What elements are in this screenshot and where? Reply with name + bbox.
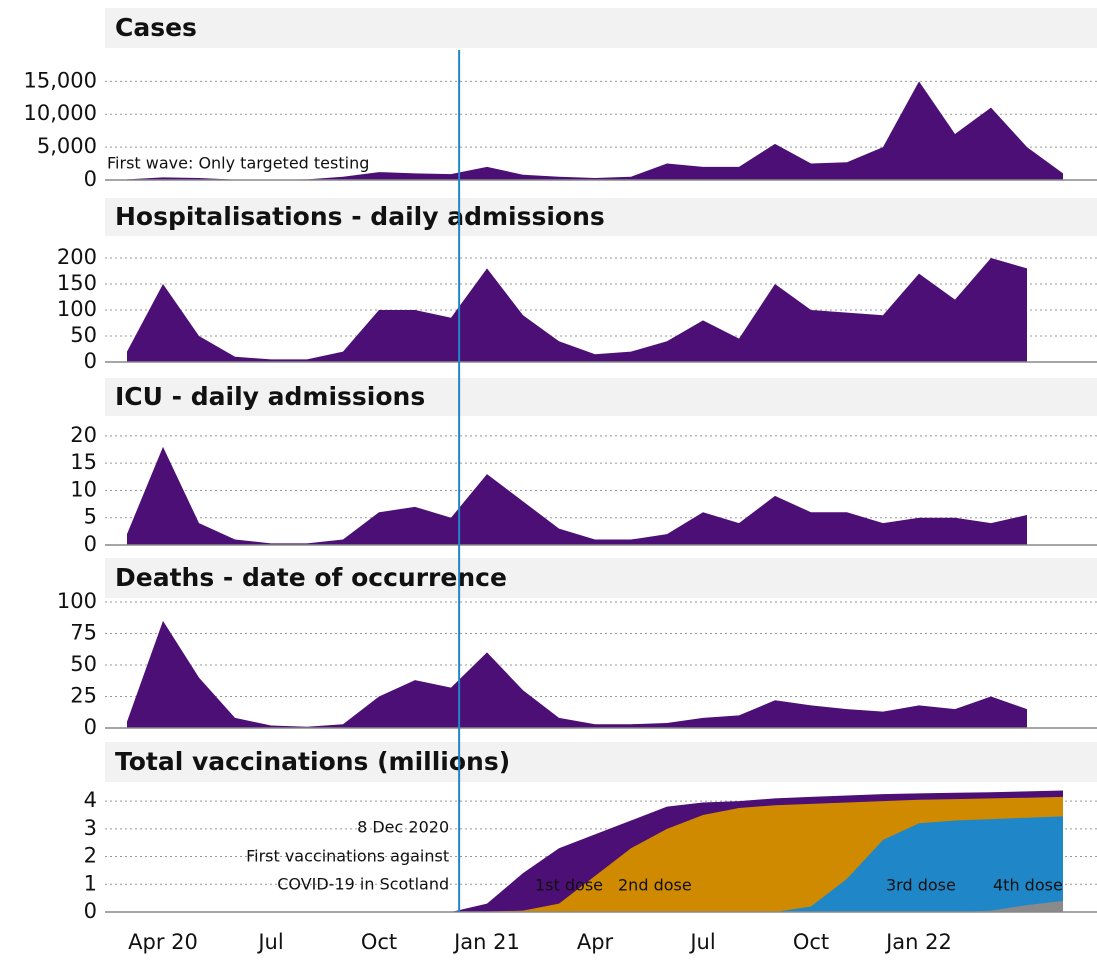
y-tick-label: 100 [57,297,97,321]
x-tick-label: Jul [688,930,715,954]
panel-title: Hospitalisations - daily admissions [115,202,605,231]
series-label: 1st dose [535,876,603,895]
y-tick-label: 10,000 [24,101,97,125]
annotation: First wave: Only targeted testing [107,154,369,173]
y-tick-label: 0 [84,715,97,739]
x-tick-label: Apr 20 [128,930,198,954]
y-tick-label: 2 [84,844,97,868]
y-tick-label: 0 [84,899,97,923]
area [451,900,1063,912]
title-band [105,198,1097,236]
y-tick-label: 200 [57,245,97,269]
area [127,446,1027,545]
area [127,81,1063,180]
y-tick-label: 50 [70,323,97,347]
y-tick-label: 0 [84,349,97,373]
y-tick-label: 4 [84,788,97,812]
series-label: 4th dose [993,876,1063,895]
panel-title: Cases [115,13,197,42]
title-band [105,378,1097,416]
y-tick-label: 1 [84,871,97,895]
y-tick-label: 150 [57,271,97,295]
y-tick-label: 15 [70,450,97,474]
panel-title: Total vaccinations (millions) [115,747,510,776]
area [127,620,1027,728]
x-tick-label: Oct [793,930,829,954]
x-tick-label: Jan 21 [452,930,520,954]
y-tick-label: 10 [70,477,97,501]
series-label: 3rd dose [886,876,956,895]
x-tick-label: Oct [361,930,397,954]
x-tick-label: Jan 22 [884,930,952,954]
y-tick-label: 0 [84,532,97,556]
y-tick-label: 25 [70,684,97,708]
marker-label: 8 Dec 2020 [357,818,449,837]
y-tick-label: 0 [84,167,97,191]
title-band [105,8,1097,48]
y-tick-label: 5 [84,505,97,529]
y-tick-label: 50 [70,652,97,676]
y-tick-label: 15,000 [24,68,97,92]
panel-title: ICU - daily admissions [115,382,425,411]
y-tick-label: 5,000 [37,134,97,158]
area [127,258,1027,362]
series-label: 2nd dose [618,876,692,895]
x-tick-label: Apr [577,930,614,954]
y-tick-label: 75 [70,621,97,645]
x-tick-label: Jul [256,930,283,954]
marker-text: COVID-19 in Scotland [277,875,449,894]
title-band [105,558,1097,598]
marker-text: First vaccinations against [246,847,449,866]
y-tick-label: 100 [57,589,97,613]
title-band [105,742,1097,782]
y-tick-label: 20 [70,423,97,447]
panel-title: Deaths - date of occurrence [115,563,507,592]
y-tick-label: 3 [84,816,97,840]
area [451,816,1063,912]
